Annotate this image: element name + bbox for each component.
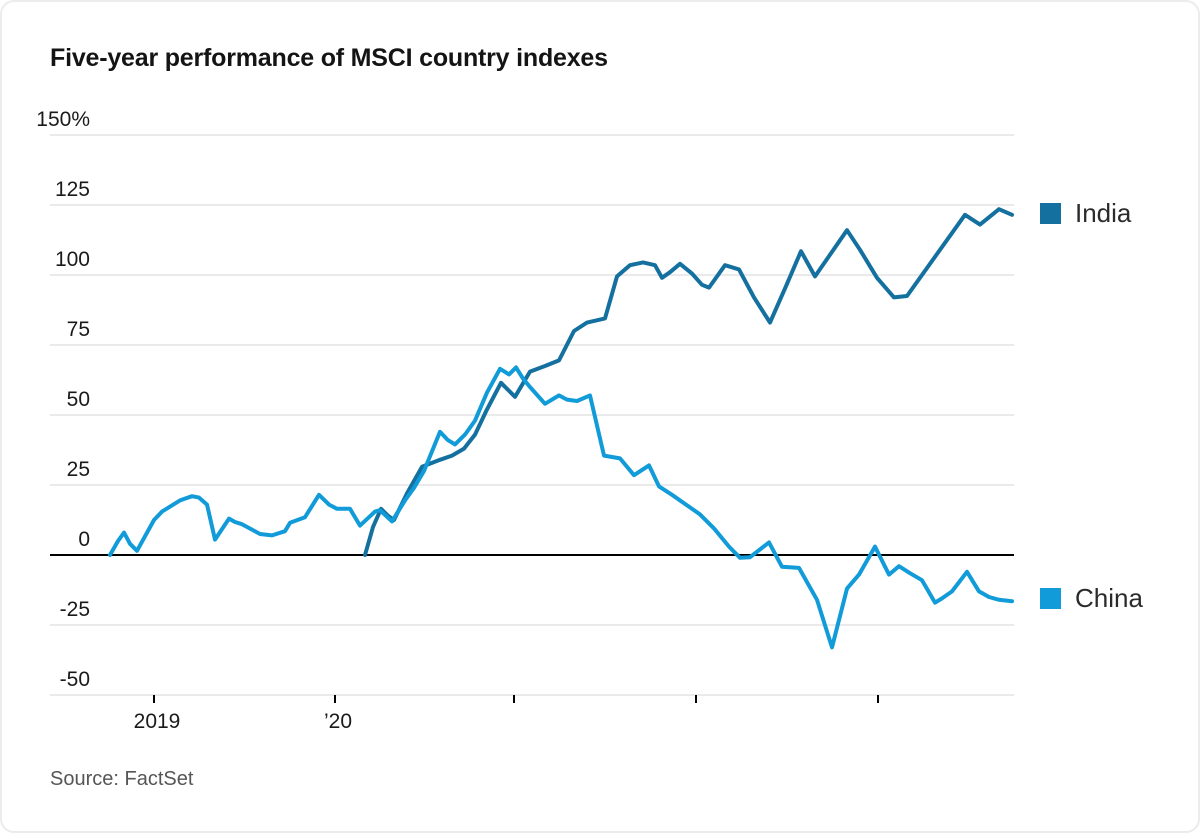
china-legend-label: China — [1075, 583, 1143, 613]
x-axis-tick-label: 2019 — [134, 710, 181, 733]
y-axis-tick-label: -25 — [60, 598, 90, 621]
y-axis-tick-label: 125 — [55, 178, 90, 201]
y-axis-tick-label: 0 — [78, 528, 90, 551]
y-axis-tick-label: 150% — [36, 108, 90, 131]
india-legend-swatch-icon — [1040, 203, 1061, 224]
legend-item-china: China — [1040, 583, 1143, 614]
y-axis-tick-label: -50 — [60, 668, 90, 691]
legend-item-india: India — [1040, 198, 1131, 229]
china-series-line — [108, 365, 1014, 650]
y-axis-tick-label: 25 — [67, 458, 90, 481]
china-legend-swatch-icon — [1040, 588, 1061, 609]
source-attribution: Source: FactSet — [50, 768, 194, 790]
y-axis-tick-label: 75 — [67, 318, 90, 341]
india-legend-label: India — [1075, 198, 1132, 228]
x-axis-tick-label: ’20 — [324, 710, 352, 733]
india-series-line — [363, 207, 1014, 557]
y-axis-tick-label: 50 — [67, 388, 90, 411]
y-axis-tick-label: 100 — [55, 248, 90, 271]
chart-title: Five-year performance of MSCI country in… — [50, 44, 608, 72]
